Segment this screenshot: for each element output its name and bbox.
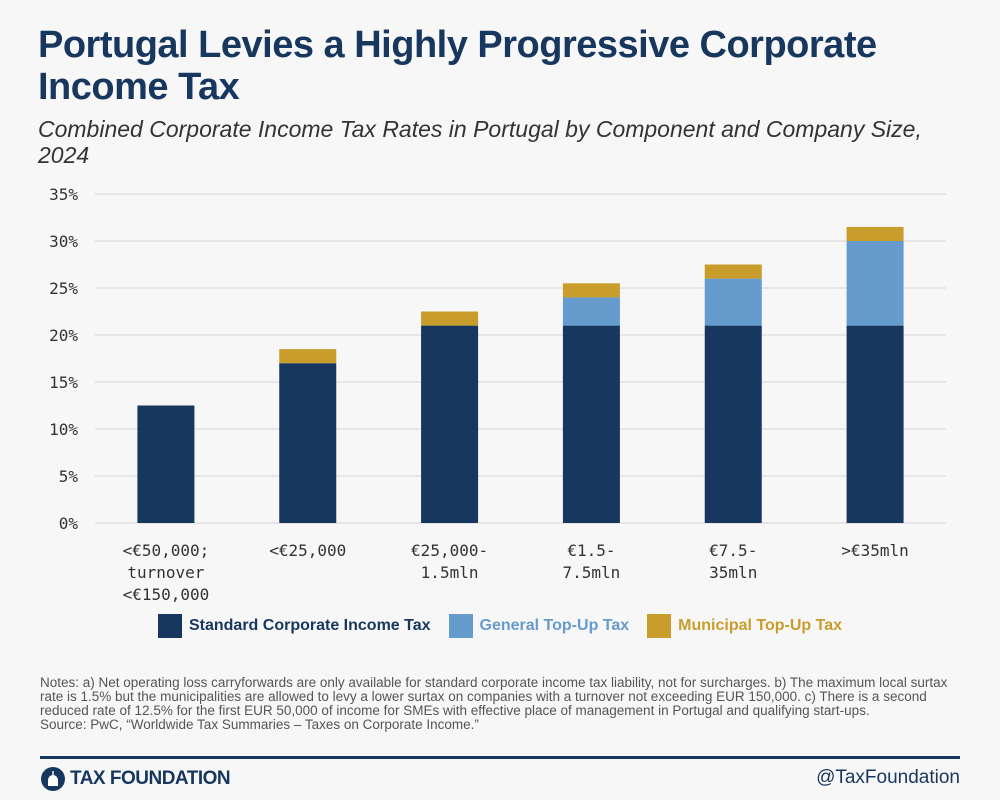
legend-item-general: General Top-Up Tax <box>448 614 630 638</box>
x-tick-label: €1.5-7.5mln <box>563 541 621 582</box>
legend-label: Municipal Top-Up Tax <box>678 617 843 634</box>
y-tick-label: 15% <box>49 373 78 392</box>
bar-segment-standard <box>562 325 620 523</box>
footer-divider <box>40 756 960 759</box>
x-tick-label: <€50,000; turnover <€150,000 <box>123 541 210 604</box>
y-tick-label: 25% <box>49 279 78 298</box>
bar-segment-municipal <box>279 349 337 364</box>
bar-segment-municipal <box>562 283 620 298</box>
bar-segment-municipal <box>421 311 479 326</box>
y-tick-label: 10% <box>49 420 78 439</box>
source-text: Source: PwC, “Worldwide Tax Summaries – … <box>40 717 479 732</box>
legend-swatch <box>647 614 672 638</box>
x-tick-label: €7.5-35mln <box>709 541 757 582</box>
chart-title: Portugal Levies a Highly Progressive Cor… <box>38 24 877 108</box>
notes-text: Notes: a) Net operating loss carryforwar… <box>40 675 948 718</box>
bar-segment-general <box>846 241 904 326</box>
y-tick-label: 0% <box>59 514 79 533</box>
bar-segment-standard <box>137 405 195 523</box>
logo-text: TAX FOUNDATION <box>70 768 231 789</box>
y-tick-label: 20% <box>49 326 78 345</box>
notes: Notes: a) Net operating loss carryforwar… <box>40 676 960 732</box>
y-tick-label: 35% <box>49 185 78 204</box>
bar-segment-municipal <box>846 226 904 241</box>
legend-label: Standard Corporate Income Tax <box>188 617 431 634</box>
legend-item-standard: Standard Corporate Income Tax <box>157 614 431 638</box>
bar-segment-standard <box>279 363 337 523</box>
legend-swatch <box>157 614 182 638</box>
legend: Standard Corporate Income Tax General To… <box>0 614 1000 638</box>
tax-foundation-logo: TAX FOUNDATION <box>40 766 231 792</box>
bar-segment-municipal <box>704 264 762 279</box>
chart-subtitle: Combined Corporate Income Tax Rates in P… <box>38 116 922 168</box>
x-tick-label: <€25,000 <box>269 541 346 560</box>
stacked-bar-chart: 0% 5% 10% 15% 20% 25% 30% 35% <€50,000; turnover <… <box>49 185 946 604</box>
x-tick-label: >€35mln <box>841 541 908 560</box>
bar-segment-standard <box>421 325 479 523</box>
bar-segment-standard <box>846 325 904 523</box>
capitol-dome-icon <box>41 767 65 791</box>
legend-item-municipal: Municipal Top-Up Tax <box>647 614 842 638</box>
bar-segment-standard <box>704 325 762 523</box>
y-tick-label: 30% <box>49 232 78 251</box>
twitter-handle[interactable]: @TaxFoundation <box>816 767 960 788</box>
legend-swatch <box>448 614 473 638</box>
bar-segment-general <box>704 278 762 326</box>
legend-label: General Top-Up Tax <box>479 617 630 634</box>
y-tick-label: 5% <box>59 467 79 486</box>
bar-segment-general <box>562 297 620 326</box>
x-tick-label: €25,000-1.5mln <box>411 541 488 582</box>
